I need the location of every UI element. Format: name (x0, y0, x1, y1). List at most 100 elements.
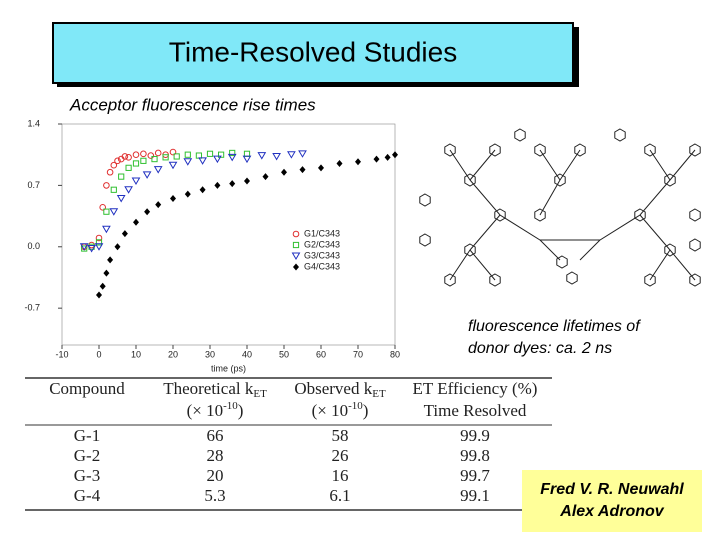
point (169, 148, 177, 156)
author: Alex Adronov (559, 503, 665, 520)
point (229, 180, 236, 188)
table-cell: 66 (207, 426, 224, 445)
point (170, 195, 176, 203)
point (318, 164, 324, 172)
title-box (52, 22, 574, 84)
point (133, 218, 139, 226)
point (184, 151, 191, 158)
table-cell: 58 (332, 426, 349, 445)
title: Time-Resolved Studies (169, 36, 457, 67)
header-part: ET (253, 388, 267, 400)
point (154, 149, 162, 157)
point (168, 161, 178, 170)
point (140, 150, 147, 158)
header-part: Compound (49, 379, 125, 398)
table-cell: 16 (332, 466, 349, 485)
point (298, 150, 307, 158)
header-part: -10 (223, 400, 238, 412)
point (103, 269, 110, 277)
point (299, 166, 306, 174)
header-part: (× 10 (187, 401, 224, 420)
point (102, 225, 111, 234)
point (272, 152, 281, 161)
point (142, 171, 152, 179)
point (88, 241, 95, 249)
point (124, 186, 133, 194)
author: Fred V. R. Neuwahl (540, 481, 684, 498)
point (183, 158, 193, 166)
point (355, 158, 361, 166)
header-part: ) (238, 401, 244, 420)
legend-label: G4/C343 (304, 261, 340, 271)
table-header: Compound (49, 379, 125, 398)
table-cell: 28 (207, 446, 224, 465)
point (110, 161, 118, 169)
legend-marker (293, 263, 299, 271)
legend-marker (291, 252, 301, 260)
point (147, 152, 155, 159)
legend-marker (292, 230, 300, 238)
point (125, 154, 132, 161)
point (206, 150, 214, 157)
point (199, 186, 206, 194)
point (106, 168, 114, 176)
table-header: ET Efficiency (%) (413, 379, 538, 398)
point (103, 208, 110, 215)
table-header: (× 10-10) (312, 400, 369, 420)
legend-label: G2/C343 (304, 239, 340, 249)
point (218, 151, 225, 158)
table-header: Theoretical kET (163, 379, 267, 400)
point (99, 204, 106, 211)
point (81, 245, 88, 252)
point (242, 155, 252, 164)
x-axis-label: time (ps) (211, 363, 246, 373)
point (162, 154, 169, 161)
header-part: (× 10 (312, 401, 349, 420)
table-cell: 99.7 (460, 466, 490, 485)
y-tick-label: 0.7 (27, 180, 40, 190)
table-rules (25, 377, 552, 511)
point (151, 155, 158, 163)
y-tick-label: 1.4 (27, 118, 40, 128)
header-part: Theoretical k (163, 379, 254, 398)
point (109, 208, 119, 216)
point (110, 186, 117, 193)
point (79, 243, 89, 251)
x-tick-label: 60 (316, 349, 326, 359)
table-header: (× 10-10) (187, 400, 244, 420)
legend-label: G1/C343 (304, 228, 340, 238)
table-cell: 99.8 (460, 446, 490, 465)
legend-marker (292, 241, 300, 249)
y-tick-label: -0.7 (24, 303, 40, 313)
point (116, 195, 126, 203)
table-cell: G-1 (74, 426, 100, 445)
point (96, 291, 102, 299)
point (87, 245, 96, 253)
point (103, 182, 110, 189)
table-cell: G-3 (74, 466, 100, 485)
point (336, 159, 343, 167)
header-part: Time Resolved (424, 401, 527, 420)
legend-label: G3/C343 (304, 250, 340, 260)
author-box (522, 470, 702, 532)
table-cell: G-2 (74, 446, 100, 465)
point (131, 177, 141, 185)
point (173, 153, 180, 160)
table-header: Time Resolved (424, 401, 527, 420)
table-cell: 26 (332, 446, 349, 465)
point (244, 177, 250, 185)
point (107, 256, 114, 264)
point (118, 173, 125, 180)
point (121, 153, 129, 160)
note-line: fluorescence lifetimes of (468, 318, 641, 335)
x-tick-label: 50 (279, 349, 289, 359)
header-part: ET (372, 388, 386, 400)
table-cell: 99.1 (460, 486, 490, 505)
y-tick-label: 0.0 (27, 241, 40, 251)
header-part: ET Efficiency (%) (413, 379, 538, 398)
point (262, 173, 269, 181)
point (184, 190, 191, 198)
point (132, 160, 140, 167)
x-tick-label: -10 (55, 349, 68, 359)
